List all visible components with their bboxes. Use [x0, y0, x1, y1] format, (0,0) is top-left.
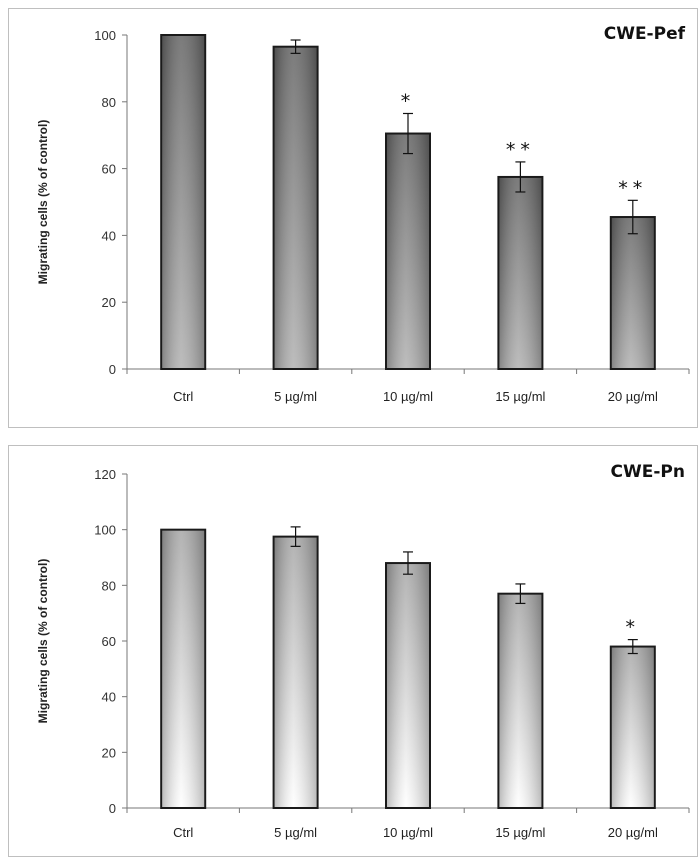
chart-panel-cwe-pef: CWE-Pef Migrating cells (% of control) 0 20…	[8, 8, 698, 428]
y-tick-label: 60	[102, 162, 116, 177]
y-tick-label: 80	[102, 95, 116, 110]
x-tick-label: Ctrl	[173, 825, 193, 840]
bar-shading	[611, 647, 654, 807]
bar-shading	[611, 218, 654, 368]
chart-title: CWE-Pef	[604, 24, 686, 44]
x-tick-label: 5 µg/ml	[274, 389, 317, 404]
bar-chart-cwe-pef: CWE-Pef Migrating cells (% of control) 0 20…	[36, 24, 690, 404]
y-tick-label: 0	[109, 362, 116, 377]
y-tick-label: 20	[102, 295, 116, 310]
x-tick-label: 5 µg/ml	[274, 825, 317, 840]
chart-title: CWE-Pn	[611, 462, 685, 482]
x-tick-label: 10 µg/ml	[383, 825, 433, 840]
bar-chart-cwe-pn: CWE-Pn Migrating cells (% of control) 0 20 4…	[36, 462, 690, 840]
y-tick-label: 80	[102, 578, 116, 593]
significance-label: **	[506, 139, 535, 161]
bar-shading	[274, 47, 317, 368]
y-tick-label: 0	[109, 801, 116, 816]
chart-panel-cwe-pn: CWE-Pn Migrating cells (% of control) 0 20 4…	[8, 445, 698, 857]
x-tick-label: 20 µg/ml	[608, 825, 658, 840]
x-tick-label: 10 µg/ml	[383, 389, 433, 404]
bar-shading	[499, 594, 542, 807]
bar-shading	[162, 36, 205, 368]
significance-label: *	[401, 90, 416, 112]
bar-shading	[499, 177, 542, 368]
y-tick-label: 60	[102, 634, 116, 649]
y-tick-label: 20	[102, 745, 116, 760]
x-tick-label: 15 µg/ml	[495, 389, 545, 404]
y-tick-label: 40	[102, 690, 116, 705]
bar-shading	[162, 530, 205, 807]
significance-label: *	[626, 617, 641, 639]
x-tick-label: Ctrl	[173, 389, 193, 404]
y-tick-label: 120	[94, 467, 116, 482]
x-tick-label: 15 µg/ml	[495, 825, 545, 840]
y-tick-label: 100	[94, 523, 116, 538]
y-tick-label: 40	[102, 228, 116, 243]
bar-shading	[387, 134, 429, 368]
bar-shading	[274, 537, 317, 807]
y-tick-label: 100	[94, 28, 116, 43]
significance-label: **	[618, 177, 647, 199]
x-tick-label: 20 µg/ml	[608, 389, 658, 404]
y-axis-title: Migrating cells (% of control)	[36, 559, 50, 724]
bar-shading	[387, 564, 429, 807]
y-axis-title: Migrating cells (% of control)	[36, 120, 50, 285]
